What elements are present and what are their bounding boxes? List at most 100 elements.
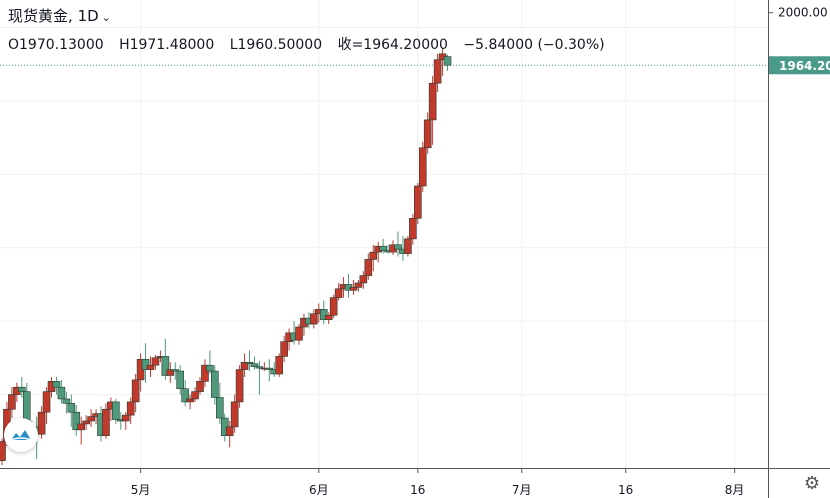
candle [359,271,368,289]
candle [201,359,209,388]
candle-body [354,282,363,288]
candle [225,421,234,448]
candle [235,365,244,408]
candle-body [37,411,46,435]
candle-body [102,408,110,436]
candle-body [250,363,259,367]
chevron-down-icon[interactable]: ⌄ [101,11,111,24]
x-tick-label: 6月 [309,483,329,497]
last-price-badge [769,56,830,75]
candle [72,404,81,436]
candle [112,398,120,424]
candle [67,394,76,427]
candle-body [216,397,224,419]
candle-body [42,391,51,413]
symbol-name: 现货黄金 [8,7,69,25]
candle [255,360,264,395]
candle [82,415,90,430]
candle [186,394,194,410]
open-value: O1970.13000 [8,37,104,53]
y-tick-label: 2000.00 [778,6,828,20]
candle-body [364,259,373,276]
candle [181,379,189,407]
candle [176,365,184,395]
candle-body [191,391,199,400]
candle [230,394,239,433]
candle-body [126,401,135,416]
gear-icon[interactable]: ⚙ [803,473,821,494]
candle-body [206,364,214,372]
candle-body [181,388,189,403]
chart-grid [0,0,768,468]
candle [394,231,402,257]
candle-body [72,411,81,431]
close-value: 收=1964.20000 [337,37,448,53]
candle-body [161,356,170,376]
x-tick-label: 8月 [725,483,745,497]
candle [379,238,387,254]
symbol-header[interactable]: 现货黄金, 1D ⌄ [8,5,111,26]
candle [369,244,378,272]
candle [413,183,422,225]
candle-body [310,313,318,325]
candle [0,438,6,466]
candle-body [225,426,234,436]
candle [102,403,110,439]
ohlc-legend: O1970.13000 H1971.48000 L1960.50000 收=19… [8,34,616,54]
candle-body [62,398,71,404]
candle [216,382,224,424]
candle-body [141,359,150,370]
candle-body [409,218,417,240]
candle [275,353,284,377]
candle [428,75,437,145]
low-value: L1960.50000 [229,37,323,53]
x-tick-label: 16 [410,483,425,497]
candle [245,350,254,372]
interval-label[interactable]: 1D [77,7,99,25]
candle-body [255,366,264,369]
candle [191,387,199,402]
high-value: H1971.48000 [119,37,215,53]
candle [250,356,259,370]
candle [295,324,303,345]
candle [52,376,61,395]
candle-body [131,379,140,403]
candle-body [196,381,204,392]
candle-body [8,394,16,410]
candle [166,362,175,383]
candle [126,397,135,424]
candle-body [359,275,368,284]
candle [196,376,204,395]
candle-body [349,287,358,291]
candle-body [334,288,343,298]
candle [319,300,328,325]
x-tick-label: 16 [618,483,633,497]
candle-body [240,361,249,370]
candle [57,379,66,404]
candle-body [379,245,387,251]
candle-body [423,119,432,149]
change-value: −5.84000 (−0.30%) [463,37,605,53]
candle [211,365,219,405]
candle-body [176,370,184,389]
candle-body [67,403,76,413]
candles [0,47,452,466]
candle-body [329,297,338,316]
symbol-separator: , [68,7,73,25]
candle [280,335,288,363]
candle-body [171,369,180,372]
candle-body [319,309,328,320]
candle [62,391,71,414]
candle [310,309,318,329]
candle [240,353,249,377]
candle [121,412,130,430]
candle-body [17,386,26,392]
candle-body [428,82,437,121]
candle [324,312,333,325]
candle [354,280,363,292]
y-axis: 2000.00 1964.20 [768,0,830,498]
tradingview-logo[interactable] [4,418,38,452]
candle-body [265,367,274,370]
candle [87,409,95,427]
